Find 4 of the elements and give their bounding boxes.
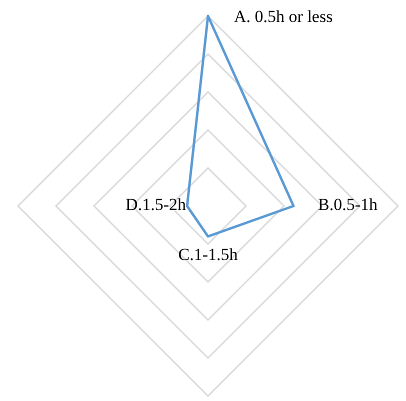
spoke-label: A. 0.5h or less (234, 6, 333, 26)
spoke-label: D.1.5-2h (126, 194, 186, 214)
spoke-label: B.0.5-1h (318, 194, 378, 214)
spoke-label: C.1-1.5h (178, 244, 238, 264)
